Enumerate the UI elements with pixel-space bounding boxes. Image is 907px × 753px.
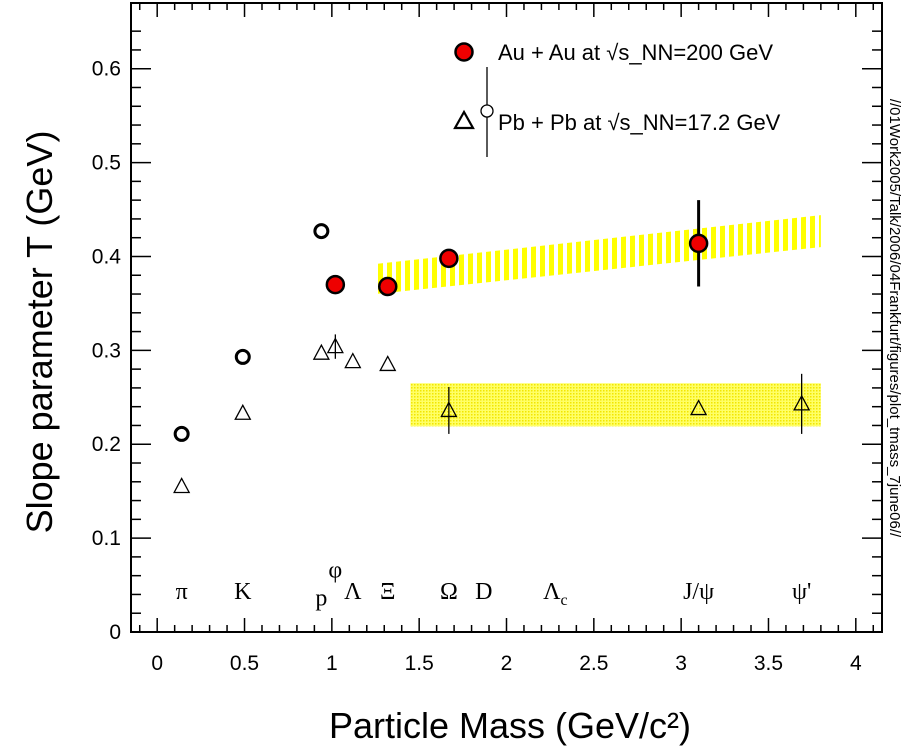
y-tick-label: 0.4	[92, 245, 122, 268]
x-tick-label: 0	[151, 652, 163, 675]
legend-pbpb-circle	[480, 104, 494, 118]
x-tick-label: 2.5	[579, 652, 608, 675]
particle-label: π	[176, 579, 188, 605]
auau-point	[439, 248, 459, 269]
particle-label: D	[475, 579, 492, 605]
data-markers	[173, 223, 811, 494]
pbpb-point	[173, 477, 191, 494]
legend-pbpb-marker	[453, 109, 475, 130]
axis-ticks: 0 0.5 1 1.5 2 2.5 3 3.5 4 0 0.1 0.2 0.3 0.4 0.5 0.6	[92, 3, 882, 675]
y-tick-label: 0.2	[92, 433, 121, 456]
x-tick-label: 1	[326, 652, 338, 675]
open-circle-point	[234, 348, 251, 365]
legend-auau-marker	[454, 42, 474, 62]
model-bands	[375, 215, 821, 427]
pbpb-point	[379, 355, 397, 372]
pbpb-point	[690, 399, 708, 416]
legend: Au + Au at √s_NN=200 GeV Pb + Pb at √s_N…	[453, 40, 781, 157]
particle-label: Λc	[543, 579, 568, 609]
pbpb-point	[312, 343, 330, 360]
particle-label: J/ψ	[683, 579, 714, 605]
open-circle-point	[173, 425, 190, 442]
x-tick-label: 2	[501, 652, 513, 675]
pbpb-point	[440, 401, 458, 418]
pbpb-point	[793, 394, 811, 411]
file-path-note: //01Work2005/Talk/2006/04Frankfurt/figur…	[886, 99, 903, 538]
open-circle-point	[313, 223, 330, 240]
y-axis-title: Slope parameter T (GeV)	[19, 131, 60, 534]
x-tick-label: 3.5	[754, 652, 783, 675]
auau-point	[325, 274, 346, 295]
y-tick-label: 0.3	[92, 339, 121, 362]
y-tick-label: 0.6	[92, 58, 121, 81]
x-tick-label: 4	[850, 652, 862, 675]
plot-frame	[130, 2, 883, 633]
legend-auau-label: Au + Au at √s_NN=200 GeV	[498, 40, 773, 65]
particle-label: φ	[328, 558, 342, 584]
x-axis-title: Particle Mass (GeV/c²)	[329, 705, 691, 746]
pbpb-point	[326, 337, 344, 354]
y-tick-label: 0.5	[92, 152, 121, 175]
y-tick-label: 0	[109, 621, 121, 644]
auau-point	[377, 276, 398, 297]
particle-label: p	[315, 586, 327, 612]
particle-label: Λ	[344, 579, 362, 605]
y-tick-label: 0.1	[92, 527, 121, 550]
pbpb-point	[234, 403, 252, 420]
x-tick-label: 3	[675, 652, 687, 675]
particle-label: Ξ	[380, 579, 395, 605]
particle-label: ψ'	[792, 579, 811, 605]
x-tick-label: 1.5	[405, 652, 434, 675]
band-1	[375, 215, 821, 295]
band-2	[410, 383, 821, 427]
particle-label: Ω	[440, 579, 458, 605]
pbpb-point	[344, 352, 362, 369]
legend-pbpb-label: Pb + Pb at √s_NN=17.2 GeV	[498, 110, 781, 135]
x-tick-label: 0.5	[230, 652, 259, 675]
auau-point	[688, 233, 709, 254]
particle-label: K	[234, 579, 252, 605]
